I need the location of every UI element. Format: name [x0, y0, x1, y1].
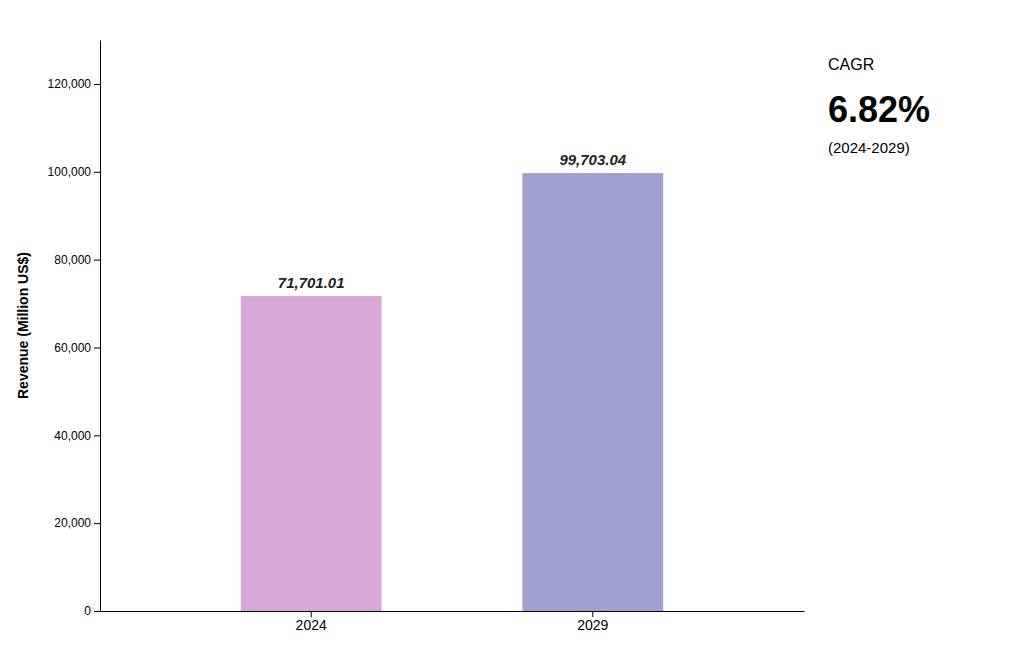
x-tick: 2024: [296, 611, 327, 633]
y-tick-mark: [94, 523, 100, 524]
chart-svg: 71,701.01 99,703.04 2024 2029 0 20,000 40,000 6…: [0, 0, 1024, 671]
y-tick-label: 120,000: [48, 77, 92, 91]
annotation: 6.82%: [828, 89, 930, 130]
y-tick: 80,000: [54, 253, 100, 267]
y-tick: 100,000: [48, 165, 100, 179]
y-tick-label: 100,000: [48, 165, 92, 179]
plot-area: 71,701.01 99,703.04 2024 2029 0 20,000 40,000 6…: [48, 41, 805, 633]
data-label: 99,703.04: [559, 151, 626, 168]
data-labels: 71,701.01 99,703.04: [278, 151, 627, 291]
y-tick-label: 60,000: [54, 341, 91, 355]
y-axis: 0 20,000 40,000 60,000 80,000 100,000 120,000: [48, 41, 101, 619]
y-tick-mark: [94, 260, 100, 261]
bars: [241, 173, 663, 611]
y-tick-mark: [94, 172, 100, 173]
y-tick-label: 80,000: [54, 253, 91, 267]
y-tick-mark: [94, 347, 100, 348]
x-axis-line: [101, 611, 805, 612]
y-tick-label: 40,000: [54, 429, 91, 443]
x-tick-label: 2029: [577, 617, 608, 633]
data-label: 71,701.01: [278, 274, 345, 291]
y-tick-mark: [94, 84, 100, 85]
annotations: CAGR 6.82% (2024-2029): [828, 56, 930, 156]
y-tick-label: 20,000: [54, 516, 91, 530]
y-tick-mark: [94, 611, 100, 612]
x-tick-label: 2024: [296, 617, 327, 633]
y-tick-mark: [94, 435, 100, 436]
annotation: (2024-2029): [828, 139, 910, 156]
y-tick: 120,000: [48, 77, 100, 91]
x-tick: 2029: [577, 611, 608, 633]
annotation: CAGR: [828, 56, 874, 73]
y-tick: 0: [84, 604, 100, 618]
bar: [522, 173, 663, 611]
y-tick: 60,000: [54, 341, 100, 355]
bar: [241, 296, 382, 611]
x-axis: 2024 2029: [101, 611, 805, 633]
y-axis-title: Revenue (Million US$): [15, 252, 31, 399]
y-tick: 20,000: [54, 516, 100, 530]
y-tick-label: 0: [84, 604, 91, 618]
y-axis-line: [100, 41, 101, 612]
y-tick: 40,000: [54, 429, 100, 443]
